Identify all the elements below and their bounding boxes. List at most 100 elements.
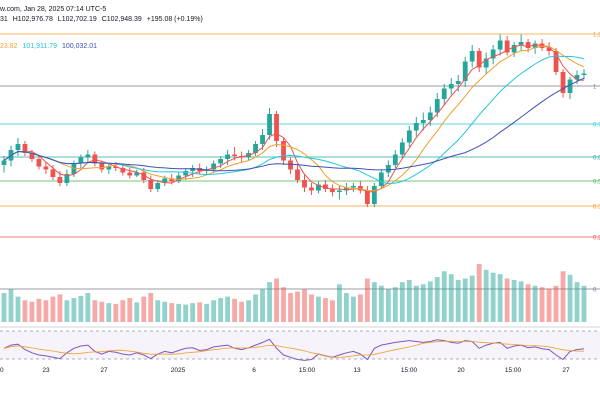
moving-average-line (3, 45, 585, 192)
candle-body (469, 51, 475, 62)
fib-level-label: 0.6 (593, 156, 600, 162)
volume-bar (85, 293, 91, 322)
volume-bar (162, 301, 168, 322)
volume-bar (455, 279, 461, 322)
volume-bar (239, 301, 244, 322)
fibonacci-level-labels: 1.2 1 0.7 0.6 0.5 0.3 0.2 0 (593, 33, 600, 294)
volume-bar (378, 285, 384, 322)
ma-mid-value: 23.82 (0, 43, 18, 50)
volume-bar (218, 298, 224, 322)
candle-body (330, 189, 335, 192)
candle-body (253, 144, 258, 153)
candle-body (525, 42, 531, 48)
volume-bar (371, 282, 377, 322)
candle-body (392, 154, 398, 165)
candle-body (99, 163, 105, 170)
candle-body (29, 153, 35, 159)
volume-bar (57, 294, 63, 322)
candle-body (22, 144, 28, 153)
volume-bar (113, 303, 119, 322)
candle-body (364, 190, 370, 204)
candle-body (50, 169, 56, 177)
volume-bar (546, 288, 552, 322)
candle-body (36, 159, 42, 167)
volume-bar (483, 269, 489, 322)
candle-body (162, 178, 168, 183)
volume-bar (469, 275, 475, 322)
volume-bar (253, 294, 258, 322)
volume-bar (337, 284, 342, 322)
candle-body (497, 40, 503, 50)
rsi-line (3, 338, 585, 361)
volume-bar (560, 271, 566, 322)
volume-bar (406, 279, 412, 322)
candle-body (43, 166, 49, 170)
volume-bar (260, 289, 265, 322)
candle-body (371, 186, 377, 204)
volume-bar (434, 277, 440, 322)
ma-slow-value: 101,911.79 (22, 43, 57, 50)
volume-bar (420, 284, 426, 322)
moving-average-lines (3, 44, 585, 193)
volume-bar (176, 303, 182, 322)
volume-bar (399, 282, 405, 322)
candle-body (190, 168, 196, 171)
candle-body (71, 163, 77, 174)
candle-body (92, 154, 98, 164)
candle-body (85, 154, 91, 158)
volume-bar (295, 291, 300, 322)
moving-average-legend: 23.82 101,911.79 100,032.01 (0, 42, 97, 51)
ma-long-value: 100,032.01 (61, 43, 97, 50)
candle-body (78, 157, 84, 164)
volume-bar (1, 293, 7, 322)
volume-bar (141, 296, 147, 322)
volume-bar (267, 282, 272, 322)
fib-level-label: 0.5 (593, 180, 600, 186)
candle-body (455, 81, 461, 84)
volume-bar (441, 271, 447, 322)
rsi-panel (0, 326, 600, 361)
candle-body (378, 172, 384, 186)
volume-bar (246, 300, 251, 322)
candle-body (288, 160, 293, 170)
candle-body (1, 160, 7, 165)
volume-bar (364, 278, 370, 322)
volume-bar (427, 281, 433, 322)
candle-body (323, 184, 328, 189)
candle-body (155, 183, 161, 189)
volume-bar (330, 300, 335, 322)
volume-bar (462, 278, 468, 322)
time-axis-label: 2025 (171, 367, 186, 374)
volume-bar (29, 301, 35, 322)
candle-body (518, 42, 524, 45)
candle-body (581, 73, 587, 75)
candle-body (134, 172, 140, 176)
volume-bar (288, 293, 293, 322)
candle-body (448, 84, 454, 89)
candle-body (490, 49, 496, 59)
candle-body (218, 159, 224, 164)
candle-body (232, 154, 238, 156)
candle-body (385, 165, 391, 173)
volume-bar (197, 302, 203, 322)
volume-bar (511, 279, 517, 322)
volume-bar (190, 303, 196, 322)
volume-bar (71, 298, 77, 322)
volume-bar (183, 304, 189, 322)
volume-bar (413, 285, 419, 322)
volume-bar (476, 264, 482, 322)
open-value: 31 (0, 16, 8, 23)
volume-bar (357, 294, 363, 322)
candle-body (413, 123, 419, 131)
symbol-timeframe-date: w.com, Jan 28, 2025 07:14 UTC-5 (0, 6, 107, 13)
volume-bar (169, 303, 175, 322)
moving-average-line (3, 44, 585, 193)
volume-bar (8, 289, 14, 322)
candle-body (504, 40, 510, 53)
candle-body (476, 51, 482, 68)
candlesticks (1, 34, 587, 207)
candle-body (399, 142, 405, 155)
volume-bar (211, 300, 217, 322)
volume-bar (350, 296, 356, 322)
